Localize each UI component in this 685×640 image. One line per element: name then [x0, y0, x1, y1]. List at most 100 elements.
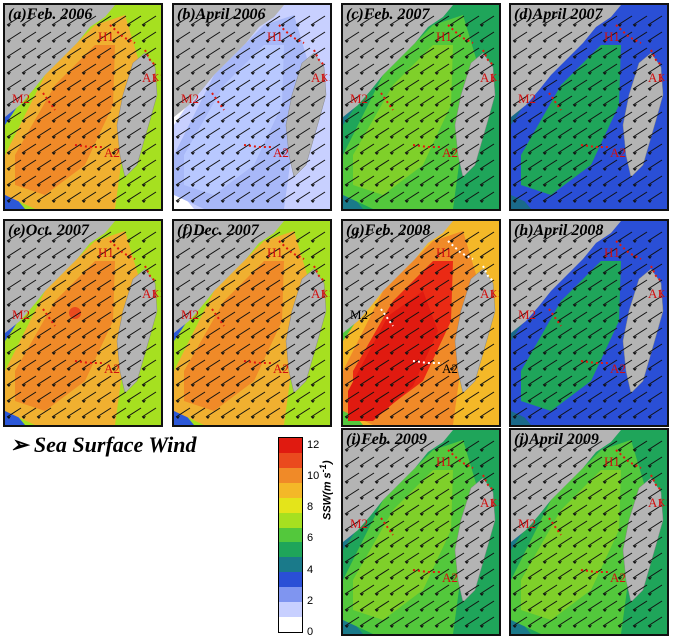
- wind-arrow-head: [191, 56, 195, 59]
- wind-arrow: [111, 63, 127, 74]
- wind-arrow-head: [206, 352, 210, 355]
- wind-arrow: [36, 15, 52, 26]
- wind-arrow: [479, 279, 495, 290]
- wind-arrow-head: [390, 320, 394, 323]
- wind-arrow-head: [603, 577, 607, 580]
- wind-arrow-head: [7, 416, 11, 419]
- wind-arrow-head: [513, 497, 517, 500]
- wind-arrow: [126, 247, 142, 258]
- wind-arrow: [51, 327, 67, 338]
- wind-arrow-head: [420, 384, 424, 387]
- wind-arrow-head: [543, 625, 547, 628]
- wind-arrow-head: [390, 368, 394, 371]
- wind-arrow: [512, 584, 528, 595]
- wind-arrow-head: [648, 625, 652, 628]
- wind-arrow-head: [648, 577, 652, 580]
- wind-arrow-head: [82, 400, 86, 403]
- wind-arrow-head: [633, 240, 637, 243]
- wind-arrow: [557, 231, 573, 242]
- wind-arrow-head: [191, 336, 195, 339]
- wind-arrow-head: [22, 400, 26, 403]
- wind-arrow-head: [390, 513, 394, 516]
- transect-line: [482, 49, 494, 66]
- wind-arrow: [404, 247, 420, 258]
- wind-arrow-head: [465, 336, 469, 339]
- wind-arrow: [141, 31, 157, 42]
- wind-arrow-head: [528, 449, 532, 452]
- wind-arrow: [464, 456, 480, 467]
- wind-arrow-head: [360, 120, 364, 123]
- wind-arrow-head: [345, 72, 349, 75]
- wind-arrow-head: [618, 625, 622, 628]
- wind-arrow: [527, 295, 543, 306]
- wind-arrow-head: [281, 384, 285, 387]
- wind-arrow: [190, 143, 206, 154]
- transect-line: [144, 265, 156, 282]
- wind-arrow: [81, 279, 97, 290]
- wind-arrow: [190, 47, 206, 58]
- wind-arrow: [359, 127, 375, 138]
- wind-arrow-head: [67, 168, 71, 171]
- wind-arrow-head: [543, 593, 547, 596]
- wind-arrow-head: [648, 336, 652, 339]
- wind-arrow: [542, 504, 558, 515]
- wind-arrow: [449, 159, 465, 170]
- wind-arrow-head: [543, 24, 547, 27]
- wind-arrow: [647, 295, 663, 306]
- wind-arrow-head: [375, 304, 379, 307]
- wind-arrow: [527, 536, 543, 547]
- wind-arrow: [572, 263, 588, 274]
- wind-arrow: [464, 31, 480, 42]
- wind-arrow-head: [345, 545, 349, 548]
- wind-arrow: [374, 79, 390, 90]
- wind-arrow-head: [206, 336, 210, 339]
- wind-arrow-head: [480, 513, 484, 516]
- wind-arrow: [587, 407, 603, 418]
- wind-arrow: [359, 311, 375, 322]
- wind-arrow: [542, 327, 558, 338]
- wind-arrow-head: [142, 304, 146, 307]
- wind-arrow-head: [142, 152, 146, 155]
- wind-arrow-head: [221, 384, 225, 387]
- wind-arrow-head: [176, 40, 180, 43]
- wind-arrow: [126, 31, 142, 42]
- mainland-landmass: [174, 5, 284, 117]
- wind-arrow-head: [97, 256, 101, 259]
- wind-arrow: [175, 263, 191, 274]
- wind-arrow: [6, 47, 22, 58]
- wind-arrow: [141, 175, 157, 186]
- wind-arrow-head: [465, 200, 469, 203]
- wind-arrow: [126, 159, 142, 170]
- wind-arrow: [434, 520, 450, 531]
- wind-arrow-head: [7, 104, 11, 107]
- wind-arrow-head: [22, 88, 26, 91]
- wind-arrow: [344, 143, 360, 154]
- wind-arrow: [280, 175, 296, 186]
- wind-arrow: [434, 536, 450, 547]
- wind-arrow-head: [603, 88, 607, 91]
- wind-arrow: [632, 488, 648, 499]
- wind-arrow: [344, 600, 360, 611]
- wind-arrow-head: [206, 168, 210, 171]
- wind-arrow-head: [296, 384, 300, 387]
- wind-arrow: [632, 63, 648, 74]
- wind-arrow: [280, 63, 296, 74]
- wind-arrow: [542, 584, 558, 595]
- map-panel: (i)Feb. 2009H1A1K1M2A2: [341, 428, 501, 636]
- wind-arrow: [310, 63, 326, 74]
- station-label-k1: K1: [658, 73, 667, 84]
- wind-arrow: [111, 95, 127, 106]
- wind-arrow: [602, 584, 618, 595]
- wind-arrow-head: [22, 40, 26, 43]
- wind-arrow-head: [648, 104, 652, 107]
- wind-arrow-head: [513, 320, 517, 323]
- wind-arrow-head: [543, 481, 547, 484]
- wind-arrow-head: [360, 168, 364, 171]
- wind-arrow: [587, 79, 603, 90]
- wind-arrow: [359, 159, 375, 170]
- wind-arrow-head: [513, 400, 517, 403]
- wind-arrow-head: [603, 72, 607, 75]
- wind-arrow-head: [588, 304, 592, 307]
- wind-arrow: [464, 15, 480, 26]
- wind-arrow: [220, 159, 236, 170]
